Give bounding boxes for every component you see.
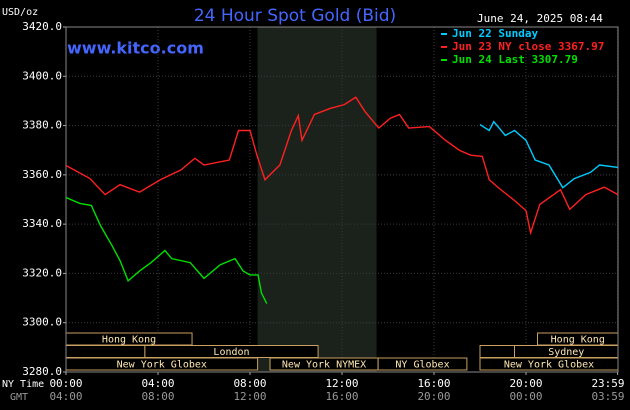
x-tick-label: 20:00: [509, 377, 542, 390]
series-line: [479, 120, 619, 189]
x-tick-label: 12:00: [325, 377, 358, 390]
x-tick-label: 23:59: [591, 377, 624, 390]
session-label: London: [213, 347, 249, 358]
y-tick-label: 3360.0: [22, 168, 62, 181]
x2-tick-label: 12:00: [233, 390, 266, 403]
chart-title: 24 Hour Spot Gold (Bid): [194, 6, 396, 26]
y-tick-label: 3320.0: [22, 266, 62, 279]
y-tick-label: 3340.0: [22, 217, 62, 230]
legend-label: Jun 22 Sunday: [452, 27, 538, 40]
x-axis-label: NY Time: [2, 379, 44, 390]
session-bar: [377, 357, 468, 371]
timestamp: June 24, 2025 08:44: [477, 12, 603, 25]
y-tick-label: 3280.0: [22, 365, 62, 378]
series-line: [65, 196, 268, 304]
x2-tick-label: 00:00: [509, 390, 542, 403]
legend-label: Jun 23 NY close 3367.97: [452, 40, 604, 53]
y-tick-label: 3300.0: [22, 316, 62, 329]
source: www.kitco.com: [67, 39, 204, 58]
x-tick-label: 08:00: [233, 377, 266, 390]
x2-tick-label: 04:00: [49, 390, 82, 403]
legend-label: Jun 24 Last 3307.79: [452, 53, 578, 66]
session-label: Hong Kong: [551, 335, 605, 346]
x-tick-label: 04:00: [141, 377, 174, 390]
session-bar: [479, 345, 515, 358]
session-label: New York Globex: [117, 360, 207, 371]
y-tick-label: 3420.0: [22, 20, 62, 33]
y-tick-label: 3380.0: [22, 119, 62, 132]
session-label: NY Globex: [395, 360, 449, 371]
x2-tick-label: 16:00: [325, 390, 358, 403]
plot-frame: [65, 26, 619, 373]
series-line: [65, 96, 619, 236]
x-tick-label: 16:00: [417, 377, 450, 390]
session-label: New York Globex: [504, 360, 594, 371]
x2-tick-label: 08:00: [141, 390, 174, 403]
session-bar: [65, 345, 146, 358]
x2-axis-label: GMT: [10, 392, 28, 403]
session-label: Hong Kong: [102, 335, 156, 346]
session-label: New York NYMEX: [282, 360, 366, 371]
x-tick-label: 00:00: [49, 377, 82, 390]
y-axis-label: USD/oz: [2, 7, 38, 18]
x2-tick-label: 03:59: [591, 390, 624, 403]
session-highlight: [257, 27, 377, 372]
session-label: Sydney: [548, 347, 584, 358]
x2-tick-label: 20:00: [417, 390, 450, 403]
y-tick-label: 3400.0: [22, 69, 62, 82]
